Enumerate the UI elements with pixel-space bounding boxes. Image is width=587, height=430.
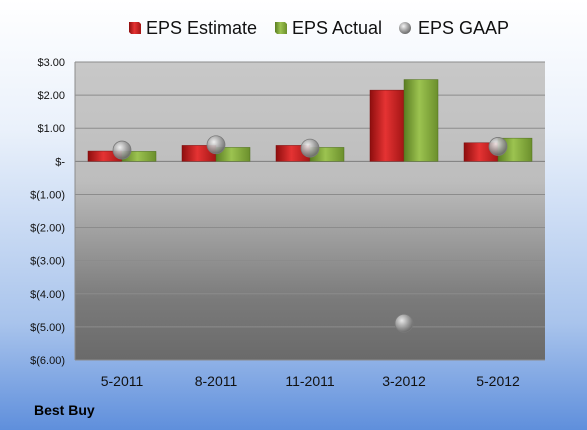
legend-swatch-gaap <box>399 22 411 34</box>
gaap-points <box>112 135 508 333</box>
x-category-label: 11-2011 <box>285 373 335 389</box>
x-category-label: 8-2011 <box>195 373 238 389</box>
company-caption: Best Buy <box>34 402 95 418</box>
bar-eps-actual <box>215 147 251 162</box>
y-tick-label: $(1.00) <box>30 189 65 201</box>
plot-area <box>75 62 545 360</box>
point-eps-gaap <box>206 135 226 155</box>
y-tick-label: $2.00 <box>37 90 65 102</box>
y-tick-label: $(3.00) <box>30 256 65 268</box>
legend-label-gaap: EPS GAAP <box>418 18 509 38</box>
legend: EPS Estimate EPS Actual EPS GAAP <box>129 18 509 38</box>
point-eps-gaap <box>300 138 320 158</box>
legend-label-estimate: EPS Estimate <box>146 18 257 38</box>
y-tick-label: $3.00 <box>37 57 65 69</box>
y-tick-label: $(4.00) <box>30 289 65 301</box>
legend-swatch-estimate <box>129 22 141 34</box>
point-eps-gaap <box>112 140 132 160</box>
bar-series <box>87 79 533 162</box>
x-axis-categories: 5-2011 8-2011 11-2011 3-2012 5-2012 <box>101 373 520 389</box>
y-tick-label: $(5.00) <box>30 322 65 334</box>
gridlines <box>74 61 545 361</box>
bar-eps-actual <box>403 79 439 162</box>
bar-eps-estimate <box>369 89 405 162</box>
x-category-label: 5-2012 <box>476 373 520 389</box>
y-tick-label: $- <box>55 156 65 168</box>
y-tick-label: $(6.00) <box>30 355 65 367</box>
legend-label-actual: EPS Actual <box>292 18 382 38</box>
y-tick-label: $(2.00) <box>30 223 65 235</box>
point-eps-gaap <box>488 137 508 156</box>
y-tick-label: $1.00 <box>37 123 65 135</box>
x-category-label: 5-2011 <box>101 373 144 389</box>
x-category-label: 3-2012 <box>382 373 426 389</box>
point-eps-gaap <box>394 313 414 333</box>
legend-swatch-actual <box>275 22 287 34</box>
y-axis-ticks: $3.00 $2.00 $1.00 $- $(1.00) $(2.00) $(3.00) $(… <box>30 57 65 367</box>
